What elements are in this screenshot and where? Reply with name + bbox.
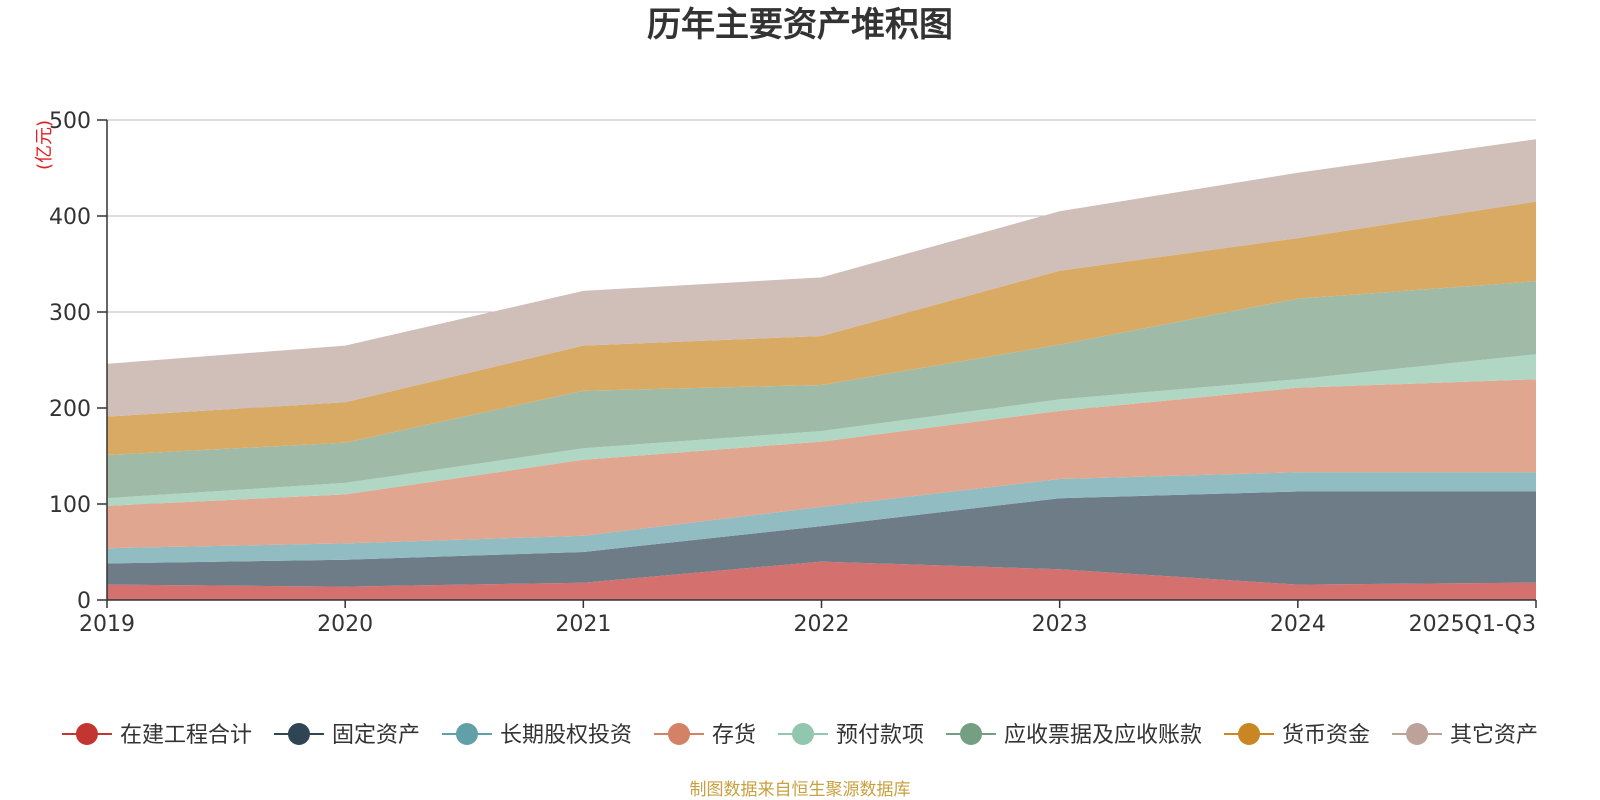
- x-tick-label: 2019: [79, 612, 135, 637]
- legend: 在建工程合计 固定资产 长期股权投资 存货 预付款项 应收票据及应收账款 货币资金 其它资产: [61, 723, 1538, 748]
- legend-item-8[interactable]: 其它资产: [1392, 723, 1538, 748]
- legend-item-5[interactable]: 预付款项: [778, 723, 924, 748]
- legend-label: 预付款项: [836, 723, 924, 748]
- y-tick-label: 400: [49, 205, 91, 230]
- legend-marker: [1238, 723, 1261, 745]
- legend-marker: [75, 723, 98, 745]
- legend-item-6[interactable]: 应收票据及应收账款: [946, 723, 1202, 748]
- x-tick-label: 2021: [555, 612, 611, 637]
- chart-title: 历年主要资产堆积图: [647, 5, 953, 45]
- legend-marker: [1406, 723, 1429, 745]
- x-tick-label: 2023: [1032, 612, 1088, 637]
- area-series-1: [107, 561, 1536, 600]
- legend-label: 存货: [712, 723, 756, 748]
- x-tick-label: 2022: [794, 612, 850, 637]
- legend-marker: [287, 723, 310, 745]
- legend-item-7[interactable]: 货币资金: [1224, 723, 1370, 748]
- x-tick-label: 2024: [1270, 612, 1326, 637]
- x-tick-label: 2025Q1-Q3: [1409, 612, 1536, 637]
- y-tick-label: 300: [49, 301, 91, 326]
- legend-marker: [667, 723, 690, 745]
- area-series-4: [107, 379, 1536, 549]
- legend-label: 其它资产: [1450, 723, 1538, 748]
- data-source-note: 制图数据来自恒生聚源数据库: [690, 780, 911, 800]
- legend-label: 在建工程合计: [120, 723, 252, 748]
- y-tick-label: 200: [49, 397, 91, 422]
- area-series-6: [107, 281, 1536, 499]
- legend-label: 长期股权投资: [500, 723, 632, 748]
- area-series-3: [107, 472, 1536, 564]
- legend-item-2[interactable]: 固定资产: [273, 723, 420, 748]
- area-series-layer: [107, 139, 1536, 600]
- legend-item-4[interactable]: 存货: [653, 723, 756, 748]
- x-tick-label: 2020: [317, 612, 373, 637]
- y-tick-label: 500: [49, 109, 91, 134]
- area-series-5: [107, 354, 1536, 506]
- legend-label: 货币资金: [1282, 723, 1370, 748]
- legend-marker: [455, 723, 478, 745]
- legend-item-1[interactable]: 在建工程合计: [61, 723, 252, 748]
- legend-marker: [960, 723, 983, 745]
- legend-label: 应收票据及应收账款: [1004, 723, 1202, 748]
- legend-label: 固定资产: [332, 723, 420, 748]
- y-axis-unit-label: (亿元): [34, 120, 55, 170]
- area-series-8: [107, 139, 1536, 417]
- y-tick-label: 100: [49, 493, 91, 518]
- area-series-2: [107, 491, 1536, 587]
- axes: 0 100 200 300 400 500 2019 2020 2021 2022 2023 2024…: [49, 109, 1537, 637]
- area-series-7: [107, 201, 1536, 455]
- y-tick-label: 0: [77, 589, 91, 614]
- legend-marker: [792, 723, 814, 745]
- legend-item-3[interactable]: 长期股权投资: [441, 723, 632, 748]
